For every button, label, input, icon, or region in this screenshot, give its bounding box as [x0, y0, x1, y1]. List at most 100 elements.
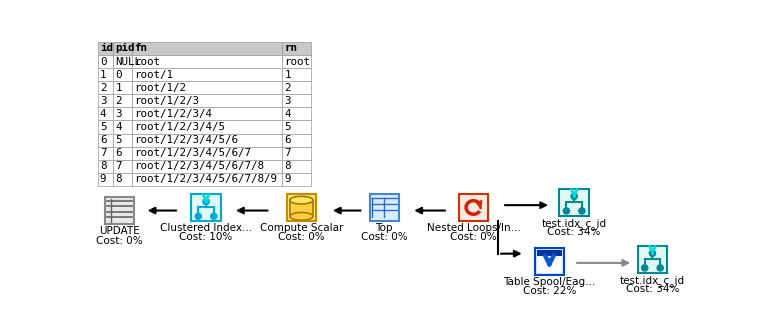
Bar — [131, 120, 282, 134]
Text: 3: 3 — [115, 109, 122, 119]
Text: 4: 4 — [115, 122, 122, 132]
Bar — [282, 173, 312, 186]
Bar — [113, 94, 131, 107]
Circle shape — [563, 208, 570, 214]
Text: 5: 5 — [100, 122, 107, 132]
Circle shape — [641, 265, 647, 271]
Text: 9: 9 — [284, 174, 291, 184]
Ellipse shape — [290, 213, 313, 220]
Bar — [131, 134, 282, 147]
Text: Cost: 0%: Cost: 0% — [361, 232, 408, 243]
Circle shape — [650, 250, 656, 256]
Text: id: id — [100, 44, 113, 53]
Bar — [369, 194, 399, 221]
Bar — [131, 160, 282, 173]
Bar — [282, 134, 312, 147]
Bar — [637, 246, 667, 273]
Bar — [98, 120, 113, 134]
Bar — [282, 94, 312, 107]
Bar — [113, 173, 131, 186]
Bar — [282, 81, 312, 94]
Text: Cost: 34%: Cost: 34% — [548, 227, 601, 237]
Bar — [131, 107, 282, 120]
Bar — [286, 194, 316, 221]
Text: 1: 1 — [100, 70, 107, 80]
Bar — [131, 55, 282, 68]
Bar — [113, 107, 131, 120]
Text: 1: 1 — [115, 83, 122, 93]
Bar — [98, 55, 113, 68]
Bar — [113, 81, 131, 94]
Text: 8: 8 — [100, 161, 107, 171]
Text: 3: 3 — [284, 96, 291, 106]
Bar — [98, 81, 113, 94]
Bar — [282, 55, 312, 68]
Text: 6: 6 — [100, 135, 107, 145]
Text: 6: 6 — [115, 148, 122, 158]
Text: 4: 4 — [284, 109, 291, 119]
Bar — [282, 68, 312, 81]
Text: Nested Loops/In...: Nested Loops/In... — [426, 223, 520, 233]
Bar — [131, 68, 282, 81]
Bar — [191, 194, 220, 221]
Text: rn: rn — [284, 44, 297, 53]
Text: Cost: 0%: Cost: 0% — [450, 232, 497, 243]
Text: 2: 2 — [115, 96, 122, 106]
Bar — [98, 147, 113, 160]
Bar — [282, 147, 312, 160]
Text: test.idx_c_id: test.idx_c_id — [541, 218, 607, 229]
Text: root/1/2/3/4/5/6/7/8/9: root/1/2/3/4/5/6/7/8/9 — [134, 174, 277, 184]
Bar — [131, 94, 282, 107]
Bar — [98, 173, 113, 186]
Bar — [559, 189, 589, 215]
Circle shape — [195, 213, 201, 219]
Bar — [537, 250, 561, 273]
Text: Table Spool/Eag...: Table Spool/Eag... — [503, 277, 595, 287]
Text: Cost: 22%: Cost: 22% — [523, 286, 576, 296]
Text: root/1/2/3/4/5/6/7: root/1/2/3/4/5/6/7 — [134, 148, 251, 158]
Text: root/1/2/3/4: root/1/2/3/4 — [134, 109, 212, 119]
Text: 0: 0 — [115, 70, 122, 80]
Bar — [282, 120, 312, 134]
Text: root: root — [134, 56, 160, 67]
Text: pid: pid — [115, 44, 135, 53]
Text: root/1/2: root/1/2 — [134, 83, 186, 93]
Text: 9: 9 — [100, 174, 107, 184]
Bar — [113, 55, 131, 68]
Circle shape — [203, 199, 209, 205]
Text: root/1/2/3: root/1/2/3 — [134, 96, 199, 106]
Text: root/1: root/1 — [134, 70, 173, 80]
Text: Cost: 0%: Cost: 0% — [96, 236, 143, 246]
Circle shape — [579, 208, 585, 214]
Text: Cost: 34%: Cost: 34% — [626, 284, 679, 294]
Text: 4: 4 — [100, 109, 107, 119]
Text: UPDATE: UPDATE — [99, 226, 140, 236]
Bar — [98, 107, 113, 120]
Text: 7: 7 — [115, 161, 122, 171]
Text: Top: Top — [376, 223, 393, 233]
Text: 0: 0 — [100, 56, 107, 67]
Bar — [98, 94, 113, 107]
Text: 7: 7 — [284, 148, 291, 158]
Bar — [131, 81, 282, 94]
Circle shape — [571, 193, 578, 199]
Text: 3: 3 — [100, 96, 107, 106]
Bar — [113, 120, 131, 134]
Bar — [131, 147, 282, 160]
Bar — [131, 42, 282, 55]
Text: 1: 1 — [284, 70, 291, 80]
Text: Compute Scalar: Compute Scalar — [260, 223, 343, 233]
Bar — [98, 160, 113, 173]
Text: 7: 7 — [100, 148, 107, 158]
Bar — [98, 68, 113, 81]
Text: root: root — [284, 56, 310, 67]
Bar — [113, 134, 131, 147]
Circle shape — [657, 265, 664, 271]
Text: 6: 6 — [284, 135, 291, 145]
Bar — [282, 107, 312, 120]
Ellipse shape — [290, 196, 313, 204]
Text: Cost: 10%: Cost: 10% — [180, 232, 233, 243]
Bar — [113, 147, 131, 160]
Bar — [458, 194, 488, 221]
Bar — [535, 248, 564, 275]
